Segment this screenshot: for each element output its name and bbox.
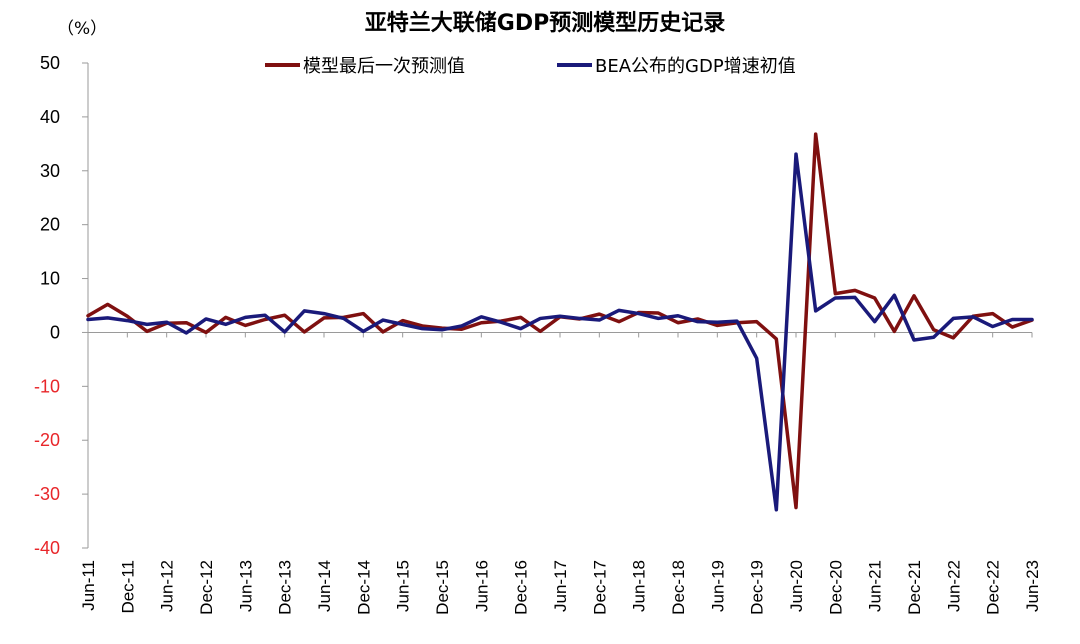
x-tick-labels: Jun-11 Dec-11 Jun-12 Dec-12 Jun-13 Dec-13 Jun-… bbox=[79, 560, 1042, 615]
y-tick-label: 40 bbox=[40, 107, 60, 127]
x-tick-label: Jun-19 bbox=[708, 560, 727, 612]
x-tick-label: Jun-20 bbox=[787, 560, 806, 612]
x-tick-label: Jun-23 bbox=[1023, 560, 1042, 612]
y-tick-label: 50 bbox=[40, 53, 60, 73]
x-tick-label: Jun-22 bbox=[944, 560, 963, 612]
legend: 模型最后一次预测值 BEA公布的GDP增速初值 bbox=[265, 56, 796, 77]
legend-label-bea: BEA公布的GDP增速初值 bbox=[595, 56, 796, 77]
x-tick-label: Jun-11 bbox=[79, 560, 98, 611]
legend-label-model: 模型最后一次预测值 bbox=[303, 56, 465, 77]
y-tick-label: 20 bbox=[40, 215, 60, 235]
x-tick-label: Jun-16 bbox=[472, 560, 491, 612]
x-tick-label: Jun-13 bbox=[236, 560, 255, 612]
x-tick-label: Jun-12 bbox=[158, 560, 177, 612]
x-tick-label: Dec-14 bbox=[354, 560, 373, 615]
x-tick-label: Dec-12 bbox=[197, 560, 216, 615]
y-tick-label: -30 bbox=[34, 484, 60, 504]
x-tick-label: Dec-16 bbox=[512, 560, 531, 615]
axes bbox=[82, 62, 1033, 549]
x-tick-label: Jun-15 bbox=[394, 560, 413, 612]
x-tick-label: Jun-18 bbox=[630, 560, 649, 612]
x-tick-label: Dec-13 bbox=[276, 560, 295, 615]
x-tick-label: Jun-17 bbox=[551, 560, 570, 612]
y-tick-label: -10 bbox=[34, 376, 60, 396]
x-tick-label: Dec-19 bbox=[748, 560, 767, 615]
y-tick-label: 0 bbox=[50, 322, 60, 342]
y-tick-labels: 50 40 30 20 10 0 -10 -20 -30 -40 bbox=[34, 53, 60, 558]
y-axis-unit: （%） bbox=[57, 19, 107, 39]
series-lines bbox=[86, 132, 1034, 512]
x-tick-label: Dec-11 bbox=[118, 560, 137, 614]
series-line-model-forecast bbox=[86, 132, 1034, 510]
x-tick-label: Dec-15 bbox=[433, 560, 452, 615]
y-tick-label: 10 bbox=[40, 269, 60, 289]
x-tick-label: Dec-22 bbox=[984, 560, 1003, 615]
x-tick-label: Dec-17 bbox=[590, 560, 609, 615]
x-tick-label: Dec-20 bbox=[826, 560, 845, 615]
y-tick-label: -40 bbox=[34, 538, 60, 558]
chart-title: 亚特兰大联储GDP预测模型历史记录 bbox=[365, 10, 725, 36]
y-tick-label: 30 bbox=[40, 161, 60, 181]
series-line-bea-advance bbox=[86, 152, 1034, 512]
y-tick-label: -20 bbox=[34, 430, 60, 450]
x-tick-label: Jun-14 bbox=[315, 560, 334, 612]
x-tick-label: Jun-21 bbox=[866, 560, 885, 612]
x-tick-label: Dec-21 bbox=[905, 560, 924, 615]
x-tick-label: Dec-18 bbox=[669, 560, 688, 615]
